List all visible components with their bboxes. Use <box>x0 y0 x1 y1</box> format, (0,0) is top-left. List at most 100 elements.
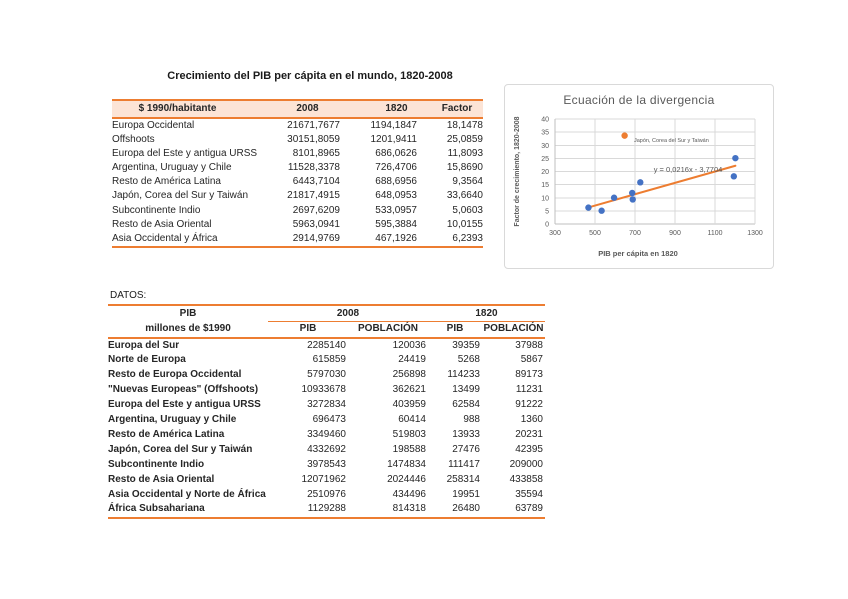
divergence-chart: Ecuación de la divergencia 0 5 10 15 20 25 30 3… <box>504 84 774 269</box>
table-row: Subcontinente Indio 2697,6209 533,0957 5,06… <box>112 204 483 218</box>
value-cell: 433858 <box>509 473 543 485</box>
group-header-row: PIB 2008 1820 <box>108 304 545 322</box>
region-name-cell: Resto de Asia Oriental <box>112 218 212 230</box>
value-cell: 209000 <box>509 458 543 470</box>
pib-population-table-body: Europa del Sur 2285140 120036 39359 37988 Nor… <box>108 338 545 520</box>
x-tick-label: 1100 <box>707 230 722 237</box>
y-tick-label: 20 <box>541 169 549 176</box>
scatter-point <box>598 207 605 214</box>
value-cell: 3349460 <box>307 428 346 440</box>
value-cell: 198588 <box>392 443 426 455</box>
table-row: Resto de América Latina 6443,7104 688,6956… <box>112 175 483 189</box>
column-header: POBLACIÓN <box>348 321 428 339</box>
value-cell: 434496 <box>392 488 426 500</box>
value-cell: 114233 <box>447 369 480 381</box>
value-cell: 615859 <box>312 354 346 366</box>
value-cell: 11,8093 <box>447 148 483 160</box>
value-cell: 1201,9411 <box>370 134 417 146</box>
group-header-1820: 1820 <box>428 304 545 322</box>
value-cell: 35594 <box>515 488 543 500</box>
table-row: Offshoots 30151,8059 1201,9411 25,0859 <box>112 133 483 147</box>
value-cell: 1360 <box>520 414 543 426</box>
growth-factor-table: $ 1990/habitante 2008 1820 Factor Europa… <box>112 99 483 248</box>
value-cell: 13499 <box>452 384 480 396</box>
region-name-cell: Resto de América Latina <box>112 176 221 188</box>
value-cell: 63789 <box>482 502 545 520</box>
value-cell: 988 <box>463 414 480 426</box>
y-tick-label: 35 <box>541 130 549 137</box>
value-cell: 39359 <box>452 339 480 351</box>
table-row: Asia Occidental y África 2914,9769 467,192… <box>112 231 483 248</box>
value-cell: 2024446 <box>387 473 426 485</box>
value-cell: 5963,0941 <box>292 218 340 230</box>
header-row: $ 1990/habitante 2008 1820 Factor <box>112 99 483 119</box>
value-cell: 12071962 <box>301 473 347 485</box>
region-name-cell: Asia Occidental y África <box>112 231 243 248</box>
value-cell: 25,0859 <box>446 134 483 146</box>
table-row: Europa del Este y antigua URSS 3272834 403… <box>108 398 545 413</box>
x-tick-label: 900 <box>669 230 681 237</box>
value-cell: 21671,7677 <box>287 120 340 131</box>
value-cell: 814318 <box>348 502 428 520</box>
value-cell: 111417 <box>448 458 480 470</box>
table-row: Europa Occidental 21671,7677 1194,1847 18,1… <box>112 118 483 133</box>
y-axis-title: Factor de crecimiento, 1820-2008 <box>514 116 521 226</box>
region-name-cell: Asia Occidental y Norte de África <box>108 488 266 500</box>
chart-plot-area: 0 5 10 15 20 25 30 35 40 300 500 700 900 1100 1300 Fact… <box>514 116 763 258</box>
column-header: Factor <box>421 99 483 119</box>
value-cell: 33,6640 <box>446 190 483 202</box>
value-cell: 89173 <box>515 369 543 381</box>
value-cell: 10,0155 <box>446 218 483 230</box>
column-header: 1820 <box>344 99 421 119</box>
table-row: Europa del Sur 2285140 120036 39359 37988 <box>108 338 545 354</box>
value-cell: 5867 <box>520 354 543 366</box>
value-cell: 2697,6209 <box>292 204 340 216</box>
value-cell: 1474834 <box>387 458 426 470</box>
value-cell: 21817,4915 <box>287 190 340 202</box>
region-name-cell: "Nuevas Europeas" (Offshoots) <box>108 384 259 396</box>
value-cell: 26480 <box>428 502 482 520</box>
table-row: Europa del Este y antigua URSS 8101,8965 6… <box>112 147 483 161</box>
region-name-cell: Europa del Este y antigua URSS <box>112 148 258 160</box>
region-name-cell: Europa del Este y antigua URSS <box>108 399 261 411</box>
y-tick-label: 10 <box>541 195 549 202</box>
region-name-cell: Argentina, Uruguay y Chile <box>108 414 237 426</box>
scatter-point <box>732 154 739 162</box>
value-cell: 18,1478 <box>446 120 483 131</box>
value-cell: 5,0603 <box>452 204 483 216</box>
japan-scatter-point <box>621 132 628 139</box>
value-cell: 91222 <box>515 399 543 411</box>
value-cell: 24419 <box>398 354 426 366</box>
region-name-cell: África Subsahariana <box>108 502 268 520</box>
table-row: Japón, Corea del Sur y Taiwán 4332692 1985… <box>108 443 545 458</box>
region-name-cell: Argentina, Uruguay y Chile <box>112 162 232 174</box>
growth-factor-table-header: $ 1990/habitante 2008 1820 Factor <box>112 99 483 119</box>
value-cell: 1129288 <box>268 502 348 520</box>
value-cell: 726,4706 <box>375 162 417 174</box>
scatter-point <box>610 194 618 201</box>
value-cell: 519803 <box>392 428 426 440</box>
value-cell: 120036 <box>392 339 426 351</box>
region-name-cell: Resto de América Latina <box>108 428 225 440</box>
value-cell: 6443,7104 <box>292 176 340 188</box>
table-row: Asia Occidental y Norte de África 2510976… <box>108 488 545 503</box>
value-cell: 2510976 <box>307 488 346 500</box>
datos-label: DATOS: <box>110 290 147 301</box>
value-cell: 696473 <box>312 414 346 426</box>
y-tick-label: 0 <box>545 222 549 229</box>
value-cell: 403959 <box>392 399 426 411</box>
y-tick-label: 30 <box>541 143 549 150</box>
value-cell: 30151,8059 <box>287 134 340 146</box>
table-row: Argentina, Uruguay y Chile 11528,3378 726,… <box>112 161 483 175</box>
column-header: PIB <box>108 304 268 322</box>
region-name-cell: Resto de Europa Occidental <box>108 369 242 381</box>
region-name-cell: Resto de Asia Oriental <box>108 473 215 485</box>
value-cell: 42395 <box>515 443 543 455</box>
scatter-point <box>629 196 636 203</box>
value-cell: 19951 <box>452 488 480 500</box>
group-header-2008: 2008 <box>268 304 428 322</box>
x-tick-label: 500 <box>589 230 601 237</box>
x-tick-label: 1300 <box>747 230 763 237</box>
region-name-cell: Norte de Europa <box>108 354 186 366</box>
